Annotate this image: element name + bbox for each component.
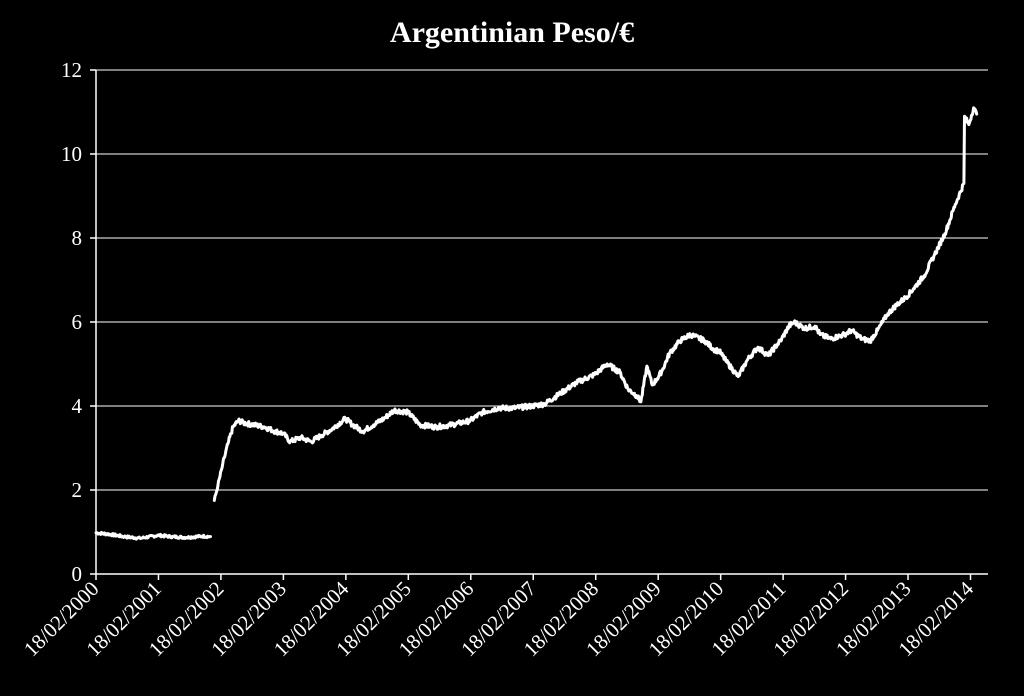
y-tick-label: 12: [61, 58, 82, 82]
axes: [95, 70, 988, 575]
y-tick-label: 2: [72, 478, 83, 502]
series-line: [212, 106, 979, 502]
y-tick-label: 4: [72, 394, 83, 418]
chart-title: Argentinian Peso/€: [390, 16, 634, 49]
y-tick-label: 8: [72, 226, 83, 250]
x-axis-ticks: 18/02/200018/02/200118/02/200218/02/2003…: [19, 574, 978, 661]
series-lines: [94, 106, 979, 541]
y-tick-label: 0: [72, 562, 83, 586]
gridlines: [96, 69, 988, 491]
series-line: [94, 530, 212, 541]
y-tick-label: 10: [61, 142, 82, 166]
y-axis-ticks: 0 2 4 6 8 10 12: [61, 58, 96, 586]
y-tick-label: 6: [72, 310, 83, 334]
